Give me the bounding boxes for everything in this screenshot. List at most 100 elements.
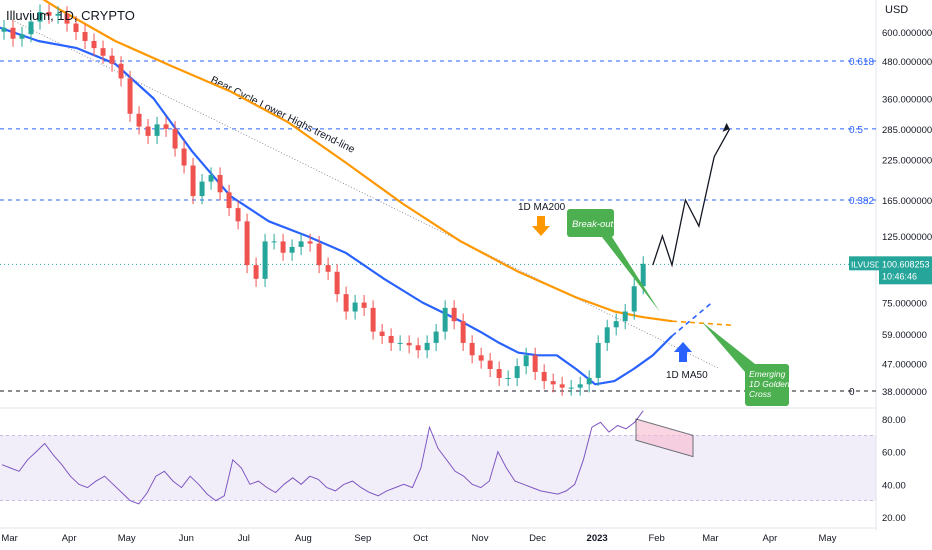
price-axis-label: 165.000000 <box>882 196 932 207</box>
candle-body <box>82 32 88 41</box>
candle-body <box>280 241 286 253</box>
candle-body <box>1 27 7 32</box>
candle-body <box>73 23 79 32</box>
candle-body <box>289 246 295 253</box>
candle-body <box>46 11 52 16</box>
candle-body <box>505 377 511 379</box>
projection-path <box>652 128 731 268</box>
price-axis-label: 59.000000 <box>882 330 927 341</box>
rsi-channel <box>635 418 694 458</box>
candle-body <box>532 355 538 372</box>
ma200-label: 1D MA200 <box>518 202 566 213</box>
price-axis-label: 285.000000 <box>882 125 932 136</box>
last-price-value: 100.608253 <box>882 259 930 269</box>
candle-body <box>334 271 340 295</box>
ma50-arrow <box>674 342 692 362</box>
golden-cross-pointer <box>702 322 755 372</box>
candle-body <box>451 307 457 322</box>
candle-body <box>352 302 358 312</box>
candle-body <box>595 342 601 378</box>
candle-body <box>487 360 493 370</box>
time-axis-label: Apr <box>763 533 778 544</box>
candle-body <box>118 63 124 79</box>
candle-body <box>253 265 259 279</box>
golden-cross-line: Emerging <box>749 369 786 379</box>
countdown-value: 10:46:46 <box>882 271 917 281</box>
candle-body <box>460 321 466 343</box>
symbol-title: Illuvium, 1D, CRYPTO <box>6 8 135 23</box>
candle-body <box>397 342 403 344</box>
rsi-line <box>1 410 644 505</box>
candle-body <box>379 331 385 336</box>
candle-body <box>235 208 241 222</box>
candle-body <box>271 241 277 243</box>
candle-body <box>28 21 34 35</box>
time-axis-label: Oct <box>413 533 428 544</box>
time-axis-label: 2023 <box>587 533 608 544</box>
currency-label: USD <box>885 4 908 16</box>
ma200-projection <box>671 320 733 327</box>
bear-trendline <box>11 19 719 369</box>
rsi-axis-label: 80.00 <box>882 415 906 426</box>
candle-body <box>226 192 232 209</box>
trendline-label: Bear Cycle Lower Highs trend-line <box>209 74 357 156</box>
candle-body <box>325 265 331 272</box>
candle-body <box>550 381 556 385</box>
candle-body <box>91 40 97 49</box>
price-axis-label: 480.000000 <box>882 57 932 68</box>
fib-label-0-382: 0.382 <box>849 196 874 207</box>
time-axis-label: Jul <box>238 533 250 544</box>
last-price-tag <box>879 256 932 285</box>
candle-body <box>10 27 16 39</box>
breakout-label: Break-out <box>572 219 614 230</box>
price-axis-label: 600.000000 <box>882 28 932 39</box>
price-axis-label: 38.000000 <box>882 387 927 398</box>
candle-body <box>343 294 349 312</box>
time-axis-label: May <box>819 533 837 544</box>
ma200-line <box>42 0 673 323</box>
candle-body <box>307 241 313 244</box>
candle-body <box>154 124 160 136</box>
golden-cross-callout <box>745 364 789 406</box>
candle-body <box>370 307 376 332</box>
golden-cross-line: 1D Golden <box>749 379 790 389</box>
time-axis-label: Nov <box>472 533 489 544</box>
candle-body <box>568 387 574 389</box>
candle-body <box>109 55 115 64</box>
candle-body <box>406 342 412 346</box>
ma50-projection <box>671 301 713 337</box>
fib-label-0-618: 0.618 <box>849 57 874 68</box>
candle-body <box>55 13 61 16</box>
candle-body <box>586 377 592 385</box>
candle-body <box>415 345 421 351</box>
candle-body <box>541 371 547 382</box>
candle-body <box>559 384 565 388</box>
breakout-callout <box>567 209 614 237</box>
rsi-axis-label: 60.00 <box>882 448 906 459</box>
candle-body <box>199 181 205 197</box>
time-axis-label: Dec <box>529 533 546 544</box>
candle-body <box>37 11 43 22</box>
time-axis-label: Sep <box>354 533 371 544</box>
candle-body <box>640 263 646 287</box>
candle-body <box>244 221 250 266</box>
golden-cross-line: Cross <box>749 389 772 399</box>
ma200-arrow <box>532 216 550 236</box>
candle-body <box>163 124 169 129</box>
candle-body <box>604 327 610 343</box>
candle-body <box>208 174 214 182</box>
candle-body <box>298 241 304 247</box>
candle-body <box>523 355 529 367</box>
time-axis-label: Mar <box>1 533 17 544</box>
candle-body <box>127 78 133 114</box>
candle-body <box>577 384 583 388</box>
time-axis-label: Apr <box>62 533 77 544</box>
time-axis-label: Mar <box>702 533 718 544</box>
candle-body <box>136 113 142 127</box>
rsi-band <box>0 435 876 501</box>
price-axis-label: 125.000000 <box>882 232 932 243</box>
candle-body <box>424 342 430 351</box>
candle-body <box>100 48 106 56</box>
candle-body <box>64 13 70 24</box>
